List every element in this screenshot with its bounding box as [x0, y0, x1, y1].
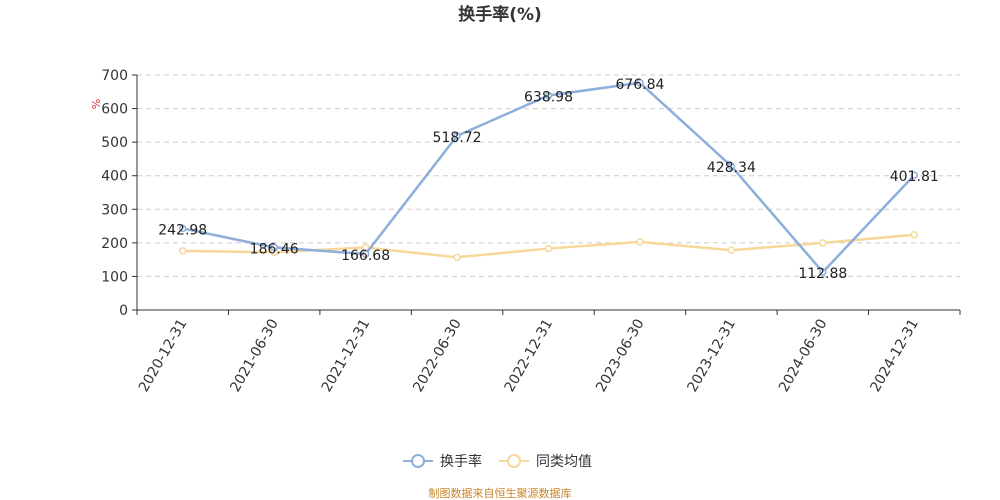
data-label: 401.81: [890, 169, 939, 185]
data-label: 518.72: [433, 130, 482, 146]
y-tick-label: 0: [119, 303, 128, 319]
data-label: 166.68: [341, 248, 390, 264]
data-point-turnover[interactable]: [544, 91, 553, 100]
x-tick-label: 2024-12-31: [867, 316, 922, 394]
data-point-turnover[interactable]: [636, 79, 644, 87]
x-tick-label: 2023-12-31: [685, 316, 740, 394]
data-point-peer-average[interactable]: [910, 231, 919, 239]
data-label: 428.34: [707, 160, 756, 176]
legend-item-peer-average[interactable]: 同类均值: [499, 454, 592, 470]
y-tick-label: 600: [101, 102, 128, 118]
legend-marker-turnover: [411, 454, 425, 468]
data-point-turnover[interactable]: [178, 224, 187, 233]
y-tick-label: 100: [101, 269, 128, 285]
y-tick-label: 400: [101, 169, 128, 185]
data-point-peer-average[interactable]: [636, 238, 644, 246]
data-point-peer-average[interactable]: [544, 244, 553, 253]
legend-label-turnover: 换手率: [440, 453, 482, 470]
data-point-turnover[interactable]: [361, 250, 370, 258]
y-unit-label: %: [90, 99, 103, 109]
data-point-peer-average[interactable]: [727, 246, 736, 254]
data-labels: 242.98 186.46 166.68 518.72 638.98 676.84 428.…: [158, 77, 939, 282]
data-point-peer-average[interactable]: [178, 247, 187, 255]
legend-item-turnover[interactable]: 换手率: [403, 453, 482, 470]
legend-label-peer-average: 同类均值: [536, 454, 592, 470]
x-tick-label: 2021-06-30: [227, 316, 282, 394]
y-tick-label: 500: [101, 135, 128, 151]
data-point-peer-average[interactable]: [819, 239, 827, 247]
x-tick-label: 2023-06-30: [593, 316, 648, 394]
data-label: 112.88: [798, 266, 847, 282]
data-label: 186.46: [250, 241, 299, 257]
source-note: 制图数据来自恒生聚源数据库: [429, 486, 572, 500]
series-layer: [178, 79, 919, 276]
data-point-turnover[interactable]: [270, 243, 278, 252]
data-point-peer-average[interactable]: [453, 253, 461, 262]
x-axis: 2020-12-31 2021-06-30 2021-12-31 2022-06-30…: [136, 309, 961, 395]
x-tick-label: 2022-12-31: [502, 316, 557, 394]
y-tick-label: 300: [101, 202, 128, 218]
data-label: 638.98: [524, 89, 573, 105]
data-point-turnover[interactable]: [727, 162, 736, 170]
legend: 换手率 同类均值: [403, 453, 592, 470]
data-point-turnover[interactable]: [453, 132, 461, 140]
y-axis: 0 100 200 300 400 500 600 700: [101, 68, 138, 319]
data-point-turnover[interactable]: [819, 268, 827, 276]
data-label: 676.84: [615, 77, 664, 93]
y-tick-label: 700: [101, 68, 128, 84]
data-label: 242.98: [158, 222, 207, 238]
x-tick-label: 2022-06-30: [410, 316, 465, 394]
x-tick-label: 2020-12-31: [136, 316, 191, 394]
data-point-turnover[interactable]: [910, 171, 919, 179]
legend-marker-peer-average: [507, 454, 521, 468]
chart-title: 换手率(%): [458, 4, 542, 25]
x-tick-label: 2024-06-30: [776, 316, 831, 394]
x-tick-label: 2021-12-31: [319, 316, 374, 394]
y-tick-label: 200: [101, 236, 128, 252]
